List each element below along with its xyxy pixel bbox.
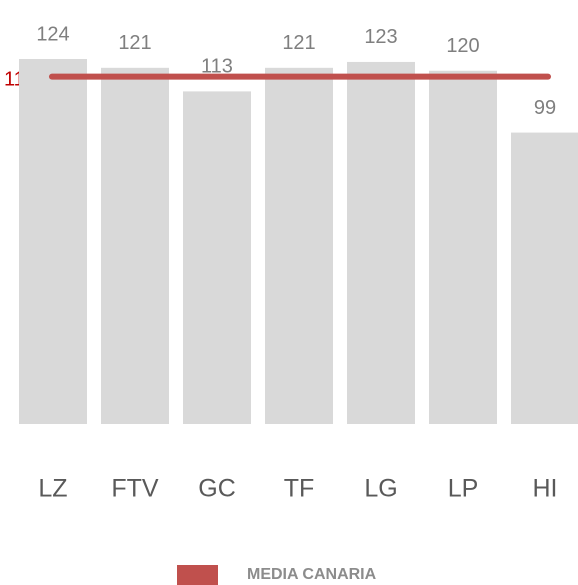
bar bbox=[429, 70, 497, 424]
value-label: 123 bbox=[364, 26, 397, 48]
legend-swatch bbox=[177, 565, 218, 585]
value-label: 121 bbox=[118, 32, 151, 54]
x-tick-label: LZ bbox=[38, 475, 67, 503]
x-tick-label: TF bbox=[284, 475, 315, 503]
value-label: 124 bbox=[36, 23, 69, 45]
x-tick-label: LG bbox=[364, 475, 397, 503]
x-tick-label: HI bbox=[533, 475, 558, 503]
bar bbox=[19, 59, 87, 424]
bar bbox=[511, 132, 578, 424]
value-label: 121 bbox=[282, 32, 315, 54]
value-label: 120 bbox=[446, 35, 479, 57]
bar bbox=[101, 67, 169, 425]
x-tick-label: GC bbox=[198, 475, 236, 503]
x-tick-label: LP bbox=[448, 475, 479, 503]
x-tick-label: FTV bbox=[111, 475, 159, 503]
value-label: 113 bbox=[201, 56, 233, 78]
bar bbox=[265, 67, 333, 425]
bar bbox=[347, 61, 415, 425]
legend-label: MEDIA CANARIA bbox=[247, 566, 377, 583]
value-label: 99 bbox=[534, 97, 556, 119]
bar bbox=[183, 91, 251, 425]
